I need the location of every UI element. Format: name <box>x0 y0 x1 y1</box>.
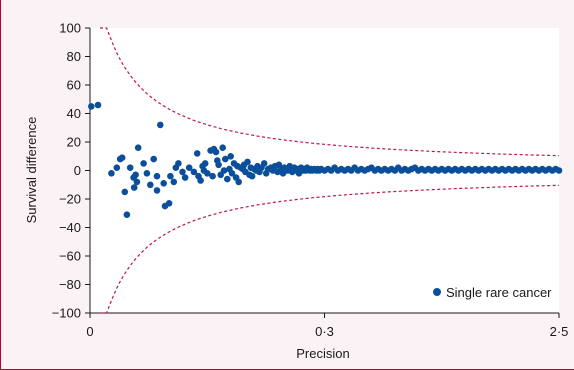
data-point <box>235 178 242 186</box>
legend: Single rare cancer <box>433 285 552 300</box>
data-point <box>248 172 256 180</box>
data-point <box>160 180 167 187</box>
y-tick-label: 0 <box>74 163 81 178</box>
data-point <box>219 144 226 151</box>
data-point <box>190 168 198 176</box>
data-point <box>150 155 157 163</box>
data-point <box>227 153 234 160</box>
data-point <box>215 161 222 169</box>
data-point <box>260 160 268 167</box>
data-point <box>167 172 174 180</box>
funnel-limits <box>100 27 560 314</box>
data-point <box>181 174 189 181</box>
y-axis-ticks: 100 80 60 40 20 0 −20 −40 −60 −80 −100 <box>52 21 90 321</box>
data-point <box>220 167 228 174</box>
data-point <box>212 148 220 156</box>
data-point <box>157 121 164 129</box>
x-tick-label: 0 <box>86 324 93 339</box>
data-point <box>209 172 216 180</box>
y-tick-label: 40 <box>67 106 81 121</box>
y-tick-label: 20 <box>67 135 81 150</box>
data-point <box>185 164 193 171</box>
data-point <box>130 184 138 191</box>
data-point <box>88 103 95 110</box>
data-point <box>165 200 173 207</box>
data-point <box>197 177 204 184</box>
data-point <box>143 170 151 177</box>
data-point <box>118 154 126 161</box>
funnel-limit-upper <box>100 27 560 157</box>
y-tick-label: 100 <box>59 21 81 36</box>
x-axis-title: Precision <box>296 346 349 361</box>
data-point <box>153 172 161 180</box>
data-point <box>193 150 201 157</box>
y-tick-label: −100 <box>52 306 81 321</box>
data-point <box>123 211 131 218</box>
data-points <box>88 101 563 218</box>
data-point <box>222 155 229 163</box>
data-point <box>140 160 147 167</box>
x-axis-ticks: 0 0·3 2·5 <box>86 313 568 339</box>
funnel-limit-lower <box>100 184 560 314</box>
data-point <box>126 164 134 171</box>
y-tick-label: 60 <box>67 78 81 93</box>
y-tick-label: −40 <box>59 220 81 235</box>
y-tick-label: −20 <box>59 192 81 207</box>
x-tick-label: 2·5 <box>550 324 569 339</box>
data-point <box>132 171 139 179</box>
data-point <box>201 160 209 167</box>
legend-label-single-rare-cancer: Single rare cancer <box>446 285 552 300</box>
data-point <box>108 170 115 177</box>
y-axis-title: Survival difference <box>24 117 39 224</box>
data-point <box>244 158 251 166</box>
data-point <box>555 167 563 174</box>
data-point <box>170 178 178 186</box>
data-point <box>204 170 211 177</box>
x-tick-label: 0·3 <box>315 324 334 339</box>
y-tick-label: −60 <box>59 249 81 264</box>
data-point <box>134 144 142 151</box>
y-tick-label: 80 <box>67 49 81 64</box>
data-point <box>179 168 186 176</box>
data-point <box>133 178 141 186</box>
data-point <box>147 181 154 189</box>
data-point <box>94 101 102 109</box>
data-point <box>121 188 129 196</box>
data-point <box>228 170 236 177</box>
data-point <box>175 160 182 167</box>
data-point <box>153 187 161 194</box>
data-point <box>113 164 121 171</box>
legend-marker <box>433 288 441 296</box>
y-tick-label: −80 <box>59 277 81 292</box>
data-point <box>224 175 231 183</box>
